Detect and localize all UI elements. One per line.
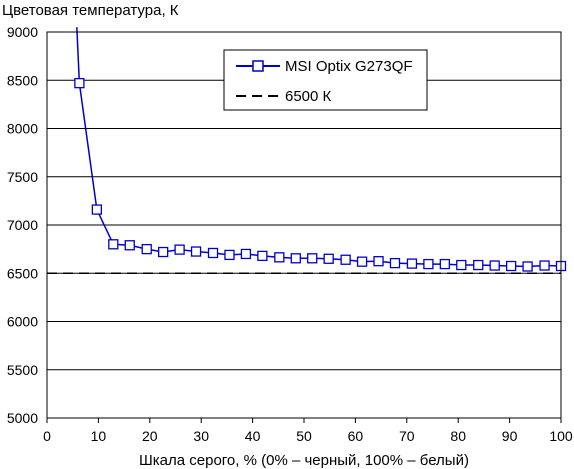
legend-label-series-1: MSI Optix G273QF — [285, 58, 413, 75]
y-tick-label: 9000 — [7, 24, 38, 40]
chart-title: Цветовая температура, К — [2, 2, 179, 19]
data-point-marker — [207, 247, 219, 259]
data-point-marker — [91, 204, 103, 215]
data-point-marker — [539, 260, 550, 271]
data-point-marker — [274, 252, 285, 263]
y-tick-label: 5500 — [7, 362, 38, 378]
y-tick-label: 7500 — [7, 169, 38, 185]
data-point-marker — [489, 260, 500, 271]
data-point-marker — [406, 258, 418, 269]
x-tick-label: 10 — [91, 428, 107, 444]
data-point-marker — [158, 246, 169, 258]
data-point-marker — [290, 253, 301, 264]
data-point-marker — [505, 260, 517, 272]
data-point-marker — [124, 240, 135, 251]
x-tick-label: 70 — [399, 428, 415, 444]
data-point-marker — [439, 258, 450, 270]
data-point-marker — [522, 261, 533, 272]
y-tick-label: 6000 — [7, 314, 38, 330]
data-point-marker — [240, 248, 252, 260]
data-point-marker — [224, 249, 235, 261]
data-point-marker — [190, 246, 202, 257]
data-point-marker — [174, 244, 185, 255]
data-point-marker — [307, 253, 318, 264]
data-point-marker — [373, 256, 384, 267]
x-tick-label: 0 — [43, 428, 51, 444]
x-axis-label: Шкала серого, % (0% – черный, 100% – бел… — [139, 452, 469, 469]
data-point-marker — [456, 259, 467, 271]
x-tick-label: 60 — [348, 428, 364, 444]
legend-marker-series-1 — [252, 60, 264, 72]
data-point-marker — [108, 239, 119, 250]
x-tick-label: 20 — [142, 428, 158, 444]
data-point-marker — [423, 258, 434, 270]
x-tick-label: 50 — [296, 428, 312, 444]
x-tick-label: 80 — [450, 428, 466, 444]
data-point-marker — [340, 254, 351, 265]
data-point-marker — [257, 250, 268, 262]
data-point-marker — [141, 243, 152, 255]
data-point-marker — [74, 77, 85, 89]
data-point-marker — [473, 259, 484, 271]
axis-ticks: 5000 5500 6000 6500 7000 7500 8000 8500 9000 0 10 2… — [7, 24, 573, 444]
x-tick-label: 30 — [193, 428, 209, 444]
y-tick-label: 8000 — [7, 121, 38, 137]
data-point-marker — [356, 256, 368, 267]
x-tick-label: 90 — [502, 428, 518, 444]
y-tick-label: 5000 — [7, 410, 38, 426]
legend: MSI Optix G273QF 6500 К — [223, 49, 428, 111]
y-tick-label: 6500 — [7, 265, 38, 281]
x-tick-label: 100 — [549, 428, 573, 444]
plot-frame — [46, 31, 562, 419]
y-tick-label: 8500 — [7, 72, 38, 88]
legend-label-series-2: 6500 К — [285, 88, 332, 105]
data-point-marker — [323, 253, 334, 264]
data-point-marker — [389, 257, 401, 269]
y-tick-label: 7000 — [7, 217, 38, 233]
legend-box — [223, 49, 428, 111]
x-tick-label: 40 — [245, 428, 261, 444]
